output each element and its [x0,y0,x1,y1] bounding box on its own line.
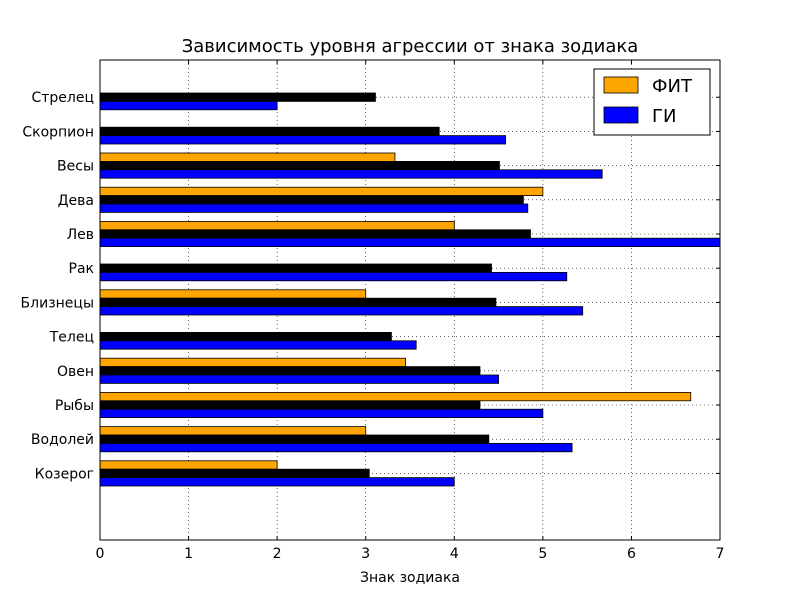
y-tick-label: Скорпион [22,124,94,140]
legend-swatch [603,106,639,124]
bar-series-1 [99,400,481,410]
bar-series-0 [99,152,396,162]
bar-series-1 [99,263,492,273]
bar-series-2 [99,237,721,247]
bar-series-1 [99,331,392,342]
bar-series-2 [99,306,584,316]
bar-series-1 [99,92,376,102]
bar-series-1 [99,468,370,479]
x-axis-label: Знак зодиака [360,570,460,586]
bar-series-2 [99,374,499,384]
bar-series-1 [99,366,481,376]
bar-series-0 [99,357,406,368]
bar-series-1 [99,195,524,205]
bar-series-0 [99,460,278,470]
bar-series-2 [99,477,455,487]
bar-series-0 [99,220,455,231]
bar-series-0 [99,289,367,299]
bar-series-2 [99,101,278,111]
bar-series-0 [99,186,544,196]
bar-series-2 [99,408,544,419]
y-tick-label: Овен [57,364,94,380]
y-tick-label: Водолей [31,432,94,448]
bar-series-2 [99,442,573,453]
bar-series-0 [99,426,367,436]
y-tick-label: Козерог [35,466,94,482]
legend-label: ФИТ [652,76,693,97]
x-tick-label: 6 [627,546,636,562]
y-tick-label: Дева [58,193,94,209]
bar-series-2 [99,169,603,179]
y-tick-label: Стрелец [31,90,94,106]
bars [99,92,721,487]
x-tick-label: 0 [96,546,105,562]
x-tick-label: 4 [450,546,459,562]
bar-series-1 [99,297,497,308]
bar-series-2 [99,135,507,145]
y-tick-label: Весы [57,159,94,175]
bar-series-0 [99,391,692,402]
bar-series-1 [99,434,490,444]
plot-frame [99,59,721,541]
y-tick-label: Телец [49,330,94,346]
bar-series-1 [99,229,531,239]
bar-series-1 [99,160,500,171]
bar-series-1 [99,126,440,136]
x-tick-label: 7 [716,546,725,562]
x-tick-label: 2 [273,546,282,562]
x-tick-label: 5 [538,546,547,562]
bar-series-2 [99,340,417,350]
y-tick-label: Рыбы [55,398,94,414]
ticks: 0 1 2 3 4 5 6 7 Козерог Водолей Рыбы Овен Телец Близн… [21,60,725,562]
x-tick-label: 3 [361,546,370,562]
legend-label: ГИ [652,106,676,127]
x-tick-label: 1 [184,546,193,562]
y-tick-label: Близнецы [21,295,94,311]
chart-title: Зависимость уровня агрессии от знака зод… [182,36,639,57]
y-tick-label: Лев [67,227,94,243]
legend: ФИТ ГИ [593,68,711,136]
y-tick-label: Рак [69,261,94,277]
legend-swatch [603,76,639,94]
bar-series-2 [99,271,568,282]
bar-series-2 [99,203,529,213]
